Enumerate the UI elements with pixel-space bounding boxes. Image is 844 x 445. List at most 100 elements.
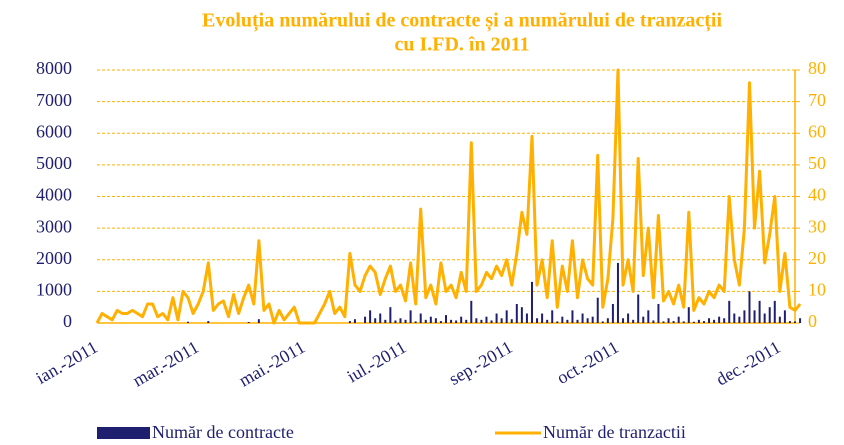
bar (591, 316, 594, 323)
bar (738, 316, 741, 323)
bar (566, 319, 569, 323)
bar (723, 318, 726, 323)
bar (530, 281, 533, 323)
y-tick-label: 0 (63, 311, 72, 331)
bar (495, 313, 498, 323)
x-tick-label: mar.-2011 (129, 337, 202, 391)
bar (399, 318, 402, 323)
x-tick-label: sep.-2011 (445, 337, 515, 389)
y-tick-label: 7000 (36, 90, 72, 110)
bar (713, 319, 716, 323)
bar (414, 321, 417, 323)
bar (799, 318, 802, 323)
bar (682, 321, 685, 323)
bar (429, 316, 432, 323)
bar (627, 313, 630, 323)
bar (525, 313, 528, 323)
bar (733, 313, 736, 323)
bar (536, 318, 539, 323)
bar (551, 310, 554, 323)
x-tick-label: mai.-2011 (235, 337, 308, 391)
bar (783, 310, 786, 323)
y2-tick-label: 70 (808, 90, 826, 110)
bar (520, 307, 523, 323)
x-tick-label: oct.-2011 (553, 337, 622, 388)
bar (622, 318, 625, 323)
bar (677, 316, 680, 323)
bar (576, 319, 579, 323)
bar (475, 318, 478, 323)
y2-tick-label: 60 (808, 121, 826, 141)
bar (571, 310, 574, 323)
x-tick-label: iul.-2011 (343, 337, 409, 387)
bar (596, 297, 599, 323)
bar (485, 316, 488, 323)
bar (692, 321, 695, 323)
bar (601, 321, 604, 323)
bar (409, 310, 412, 323)
bar (379, 313, 382, 323)
y2-tick-label: 10 (808, 280, 826, 300)
bar (672, 321, 675, 323)
bar (207, 321, 210, 323)
bar (187, 321, 190, 323)
bar (642, 316, 645, 323)
bar (758, 300, 761, 323)
bar (490, 320, 493, 323)
bar (748, 291, 751, 323)
bar (505, 310, 508, 323)
bar (348, 321, 351, 323)
legend-swatch (97, 427, 150, 439)
bar (556, 321, 559, 323)
y-tick-label: 1000 (36, 280, 72, 300)
bar (510, 319, 513, 323)
bar (718, 316, 721, 323)
bar (470, 300, 473, 323)
y-tick-label: 2000 (36, 248, 72, 268)
y2-tick-label: 50 (808, 153, 826, 173)
bar (611, 304, 614, 323)
y-tick-label: 8000 (36, 58, 72, 78)
legend-label: Număr de tranzactii (543, 422, 686, 442)
bar (480, 319, 483, 323)
y-tick-label: 4000 (36, 185, 72, 205)
bar (606, 318, 609, 323)
bar (455, 320, 458, 323)
x-tick-label: dec.-2011 (713, 337, 784, 390)
y-tick-label: 5000 (36, 153, 72, 173)
bar (667, 318, 670, 323)
bar (652, 320, 655, 323)
bar (773, 300, 776, 323)
bar (702, 321, 705, 323)
bar (389, 307, 392, 323)
y2-tick-label: 20 (808, 248, 826, 268)
bar (581, 313, 584, 323)
bar (788, 321, 791, 323)
bar (778, 316, 781, 323)
legend-label: Număr de contracte (152, 422, 294, 442)
bar (561, 316, 564, 323)
bar (708, 318, 711, 323)
y-tick-label: 3000 (36, 216, 72, 236)
bar (616, 262, 619, 323)
bar (257, 319, 260, 323)
y2-tick-label: 0 (808, 311, 817, 331)
bar (743, 310, 746, 323)
bar (794, 321, 796, 323)
bar (768, 307, 771, 323)
bar (637, 294, 640, 323)
bar (465, 319, 468, 323)
bar (647, 310, 650, 323)
bar (662, 321, 665, 323)
chart-title: cu I.FD. în 2011 (394, 34, 529, 56)
x-tick-label: ian.-2011 (32, 337, 101, 388)
bar (546, 319, 549, 323)
y2-tick-label: 30 (808, 216, 826, 236)
y-tick-label: 6000 (36, 121, 72, 141)
bar (500, 318, 503, 323)
bar (374, 318, 377, 323)
bar (541, 313, 544, 323)
bar (632, 319, 635, 323)
y2-tick-label: 80 (808, 58, 826, 78)
